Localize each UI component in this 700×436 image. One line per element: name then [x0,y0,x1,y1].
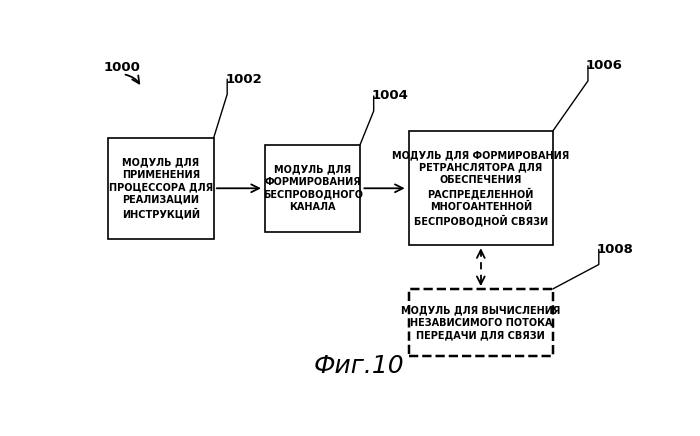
Text: Фиг.10: Фиг.10 [314,354,404,378]
Text: 1008: 1008 [596,243,634,256]
Text: МОДУЛЬ ДЛЯ
ПРИМЕНЕНИЯ
ПРОЦЕССОРА ДЛЯ
РЕАЛИЗАЦИИ
ИНСТРУКЦИЙ: МОДУЛЬ ДЛЯ ПРИМЕНЕНИЯ ПРОЦЕССОРА ДЛЯ РЕА… [108,157,213,219]
Text: МОДУЛЬ ДЛЯ
ФОРМИРОВАНИЯ
БЕСПРОВОДНОГО
КАНАЛА: МОДУЛЬ ДЛЯ ФОРМИРОВАНИЯ БЕСПРОВОДНОГО КА… [262,165,363,212]
Bar [108,138,214,238]
Bar [409,289,553,356]
Text: МОДУЛЬ ДЛЯ ФОРМИРОВАНИЯ
РЕТРАНСЛЯТОРА ДЛЯ
ОБЕСПЕЧЕНИЯ
РАСПРЕДЕЛЕННОЙ
МНОГОАНТЕНН: МОДУЛЬ ДЛЯ ФОРМИРОВАНИЯ РЕТРАНСЛЯТОРА ДЛ… [392,150,569,227]
Text: 1000: 1000 [104,61,141,74]
Text: 1006: 1006 [586,59,623,72]
Text: 1004: 1004 [372,89,408,102]
Text: 1002: 1002 [225,73,262,86]
Bar [265,145,360,232]
Text: МОДУЛЬ ДЛЯ ВЫЧИСЛЕНИЯ
НЕЗАВИСИМОГО ПОТОКА
ПЕРЕДАЧИ ДЛЯ СВЯЗИ: МОДУЛЬ ДЛЯ ВЫЧИСЛЕНИЯ НЕЗАВИСИМОГО ПОТОК… [401,305,561,340]
Bar [409,131,553,245]
